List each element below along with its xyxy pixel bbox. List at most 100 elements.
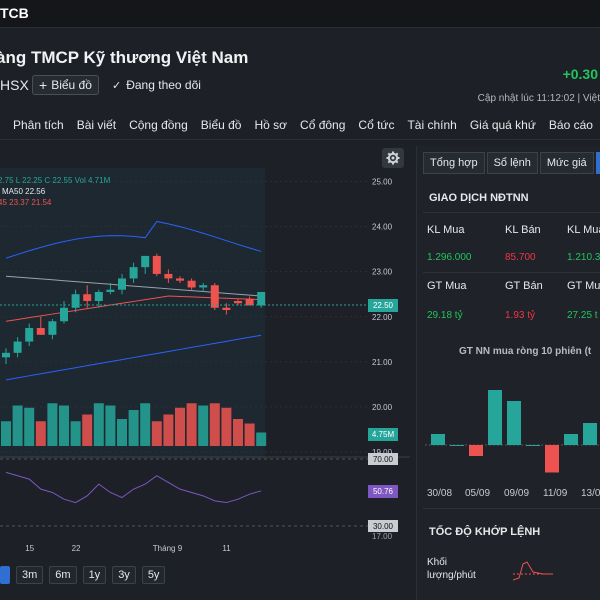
price-change: +0.30 [562, 66, 598, 82]
volume-bar [35, 421, 46, 446]
legend-ohlc: 2.75 L 22.25 C 22.55 Vol 4.71M [0, 176, 111, 185]
gt-mua-label: GT Mua [427, 280, 467, 292]
nav-tabs: Phân tích Bài viết Cộng đồng Biểu đồ Hồ … [0, 110, 600, 140]
kl-mua-label: KL Mua [427, 224, 465, 236]
candle-body [164, 273, 173, 279]
nn-date: 09/09 [504, 488, 530, 499]
company-name: àng TMCP Kỹ thương Việt Nam [0, 48, 249, 67]
match-speed-chart [513, 561, 553, 581]
chart-canvas[interactable]: 25.00 24.00 23.00 22.00 21.00 20.00 19.00 15 22… [0, 146, 410, 566]
candle-body [141, 255, 150, 268]
rsi-line [5, 471, 262, 504]
price-axis-label: 20.00 [372, 403, 393, 412]
nn-bar [545, 445, 559, 473]
nn-bar [507, 401, 521, 445]
volume-bar [82, 414, 93, 446]
gt-mua2-value: 27.25 t [567, 310, 598, 321]
price-axis-label: 19.00 [372, 448, 393, 457]
candle-body [48, 321, 57, 335]
updated-time: Cập nhật lúc 11:12:02 | Việt [477, 93, 600, 104]
tab-muc-gia[interactable]: Mức giá [539, 152, 594, 174]
range-5y-button[interactable]: 5y [141, 566, 166, 584]
candle-body [60, 307, 68, 322]
volume-bar [198, 405, 209, 446]
tab-phan-tich[interactable]: Phân tích [13, 117, 64, 132]
candle-body [234, 300, 242, 304]
kl-mua2-value: 1.210.3 [567, 252, 600, 263]
kl-mua-value: 1.296.000 [427, 252, 472, 263]
tab-bai-viet[interactable]: Bài viết [76, 117, 117, 132]
price-axis-label: 21.00 [372, 358, 393, 367]
nn-bar [450, 445, 464, 446]
tab-tong-hop[interactable]: Tổng hợp [423, 152, 485, 174]
range-selector: 3m 6m 1y 3y 5y [0, 566, 166, 584]
tab-tai-chinh[interactable]: Tài chính [407, 117, 457, 132]
volume-bar [93, 403, 104, 446]
volume-bar [117, 419, 127, 446]
tab-co-dong[interactable]: Cổ đông [300, 117, 346, 132]
range-3y-button[interactable]: 3y [112, 566, 136, 584]
separator [423, 508, 600, 509]
candle-body [257, 291, 266, 306]
legend-bb: 45 23.37 21.54 [0, 198, 52, 207]
candle-body [152, 255, 161, 274]
chart-settings-button[interactable] [382, 148, 404, 168]
volume-bar [209, 403, 220, 446]
price-chart[interactable]: 25.00 24.00 23.00 22.00 21.00 20.00 19.00 15 22… [0, 146, 410, 586]
range-1y-button[interactable]: 1y [82, 566, 107, 584]
candle-body [222, 307, 231, 310]
nn-bar [488, 390, 502, 445]
volume-bar [186, 403, 197, 446]
volume-bar [47, 403, 58, 446]
tab-gia-qua-khu[interactable]: Giá quá khứ [469, 117, 536, 132]
nn-bar [526, 445, 540, 446]
range-6m-button[interactable]: 6m [49, 566, 77, 584]
tab-so-lenh[interactable]: Sổ lệnh [486, 152, 538, 174]
check-icon: ✓ [112, 79, 122, 92]
nn-bar [469, 445, 483, 456]
nn-date: 30/08 [427, 488, 453, 499]
nn-bar [431, 434, 445, 445]
nn-date: 11/09 [543, 488, 568, 499]
volume-bar [221, 407, 232, 446]
candle-body [36, 328, 45, 335]
gt-ban-label: GT Bán [505, 280, 543, 292]
exchange-label: HSX [0, 77, 29, 93]
nn-bar [583, 423, 597, 445]
volume-bar [140, 403, 151, 446]
gt-mua-value: 29.18 tỷ [427, 310, 463, 321]
candle-body [118, 278, 126, 290]
volume-bar [105, 405, 116, 446]
volume-bar [1, 421, 11, 446]
rsi-low-label: 17.00 [372, 532, 393, 541]
nn-bar [564, 434, 578, 445]
range-active-button[interactable] [0, 566, 10, 584]
chart-button[interactable]: + Biểu đồ [32, 75, 99, 95]
rsi-value-tag: 50.76 [368, 485, 398, 498]
candle-body [71, 294, 80, 308]
rsi-70-tag: 70.00 [368, 453, 398, 465]
tab-bieu-do[interactable]: Biểu đồ [200, 117, 242, 132]
candle-body [187, 280, 196, 288]
volume-bar [175, 407, 185, 446]
range-3m-button[interactable]: 3m [16, 566, 44, 584]
ticker-symbol: TCB [0, 5, 29, 21]
tab-cong-dong[interactable]: Cộng đồng [129, 117, 188, 132]
x-axis-label: 22 [72, 544, 81, 553]
tab-selected[interactable] [595, 152, 600, 174]
bollinger-lower [5, 334, 262, 381]
price-axis-label: 22.00 [372, 313, 393, 322]
nn-net-chart [425, 390, 600, 473]
follow-button[interactable]: ✓ Đang theo dõi [112, 78, 201, 92]
volume-bar [151, 421, 162, 446]
kl-mua2-label: KL Mua [567, 224, 600, 236]
tab-bao-cao[interactable]: Báo cáo [548, 117, 593, 132]
price-axis-label: 24.00 [372, 223, 393, 232]
gt-mua2-label: GT Mua [567, 280, 600, 292]
tab-co-tuc[interactable]: Cổ tức [358, 117, 395, 132]
candle-body [199, 285, 208, 288]
top-bar: TCB [0, 0, 600, 28]
volume-bar [70, 421, 81, 446]
tab-ho-so[interactable]: Hồ sơ [254, 117, 288, 132]
gear-icon [386, 151, 400, 165]
